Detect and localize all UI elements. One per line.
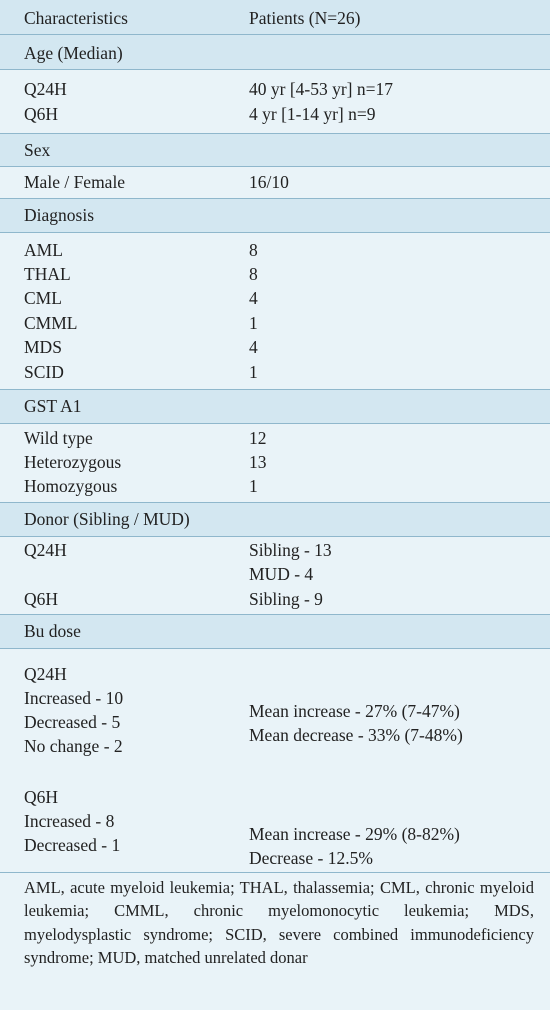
row-label: CMML — [24, 313, 78, 333]
row-value: MUD - 4 — [249, 564, 314, 584]
row-value: 4 yr [1-14 yr] n=9 — [249, 104, 376, 124]
row-label: Heterozygous — [24, 452, 122, 472]
row-value: 4 — [249, 337, 258, 357]
row-label: Decreased - 5 — [24, 712, 121, 732]
section-header-diagnosis — [0, 199, 550, 232]
row-value: 1 — [249, 362, 258, 382]
section-title-gst: GST A1 — [24, 396, 82, 416]
row-label: Q24H — [24, 79, 67, 99]
row-value: 13 — [249, 452, 267, 472]
row-value: 40 yr [4-53 yr] n=17 — [249, 79, 394, 99]
section-title-donor: Donor (Sibling / MUD) — [24, 509, 190, 529]
row-label: SCID — [24, 362, 64, 382]
row-label: No change - 2 — [24, 736, 123, 756]
row-label: Increased - 8 — [24, 811, 115, 831]
row-label: Male / Female — [24, 172, 126, 192]
row-value: Mean decrease - 33% (7-48%) — [249, 725, 463, 745]
row-label: Wild type — [24, 428, 93, 448]
row-label: Q6H — [24, 589, 59, 609]
row-value: 1 — [249, 476, 258, 496]
row-value: Decrease - 12.5% — [249, 848, 373, 868]
row-label: Q24H — [24, 664, 67, 684]
row-label: Q6H — [24, 104, 59, 124]
row-value: 4 — [249, 288, 258, 308]
row-label: CML — [24, 288, 62, 308]
row-label: Increased - 10 — [24, 688, 124, 708]
row-value: Mean increase - 27% (7-47%) — [249, 701, 460, 721]
header-characteristics: Characteristics — [24, 8, 128, 28]
section-title-sex: Sex — [24, 140, 51, 160]
section-header-bu-dose — [0, 615, 550, 648]
row-value: 16/10 — [249, 172, 289, 192]
section-title-bu-dose: Bu dose — [24, 621, 81, 641]
row-value: Sibling - 9 — [249, 589, 323, 609]
section-header-donor — [0, 503, 550, 536]
section-header-gst — [0, 390, 550, 423]
row-value: 8 — [249, 240, 258, 260]
row-value: Mean increase - 29% (8-82%) — [249, 824, 460, 844]
row-value: Sibling - 13 — [249, 540, 332, 560]
row-value: 8 — [249, 264, 258, 284]
section-header-age — [0, 35, 550, 69]
row-label: THAL — [24, 264, 71, 284]
section-header-sex — [0, 134, 550, 166]
row-label: AML — [24, 240, 63, 260]
row-value: 12 — [249, 428, 267, 448]
row-label: Decreased - 1 — [24, 835, 121, 855]
row-label: MDS — [24, 337, 62, 357]
header-patients: Patients (N=26) — [249, 8, 361, 28]
row-label: Homozygous — [24, 476, 118, 496]
table-footnote: AML, acute myeloid leukemia; THAL, thala… — [24, 878, 534, 968]
row-value: 1 — [249, 313, 258, 333]
row-label: Q6H — [24, 787, 59, 807]
header-row — [0, 0, 550, 34]
section-title-age: Age (Median) — [24, 43, 123, 63]
row-label: Q24H — [24, 540, 67, 560]
section-title-diagnosis: Diagnosis — [24, 205, 94, 225]
